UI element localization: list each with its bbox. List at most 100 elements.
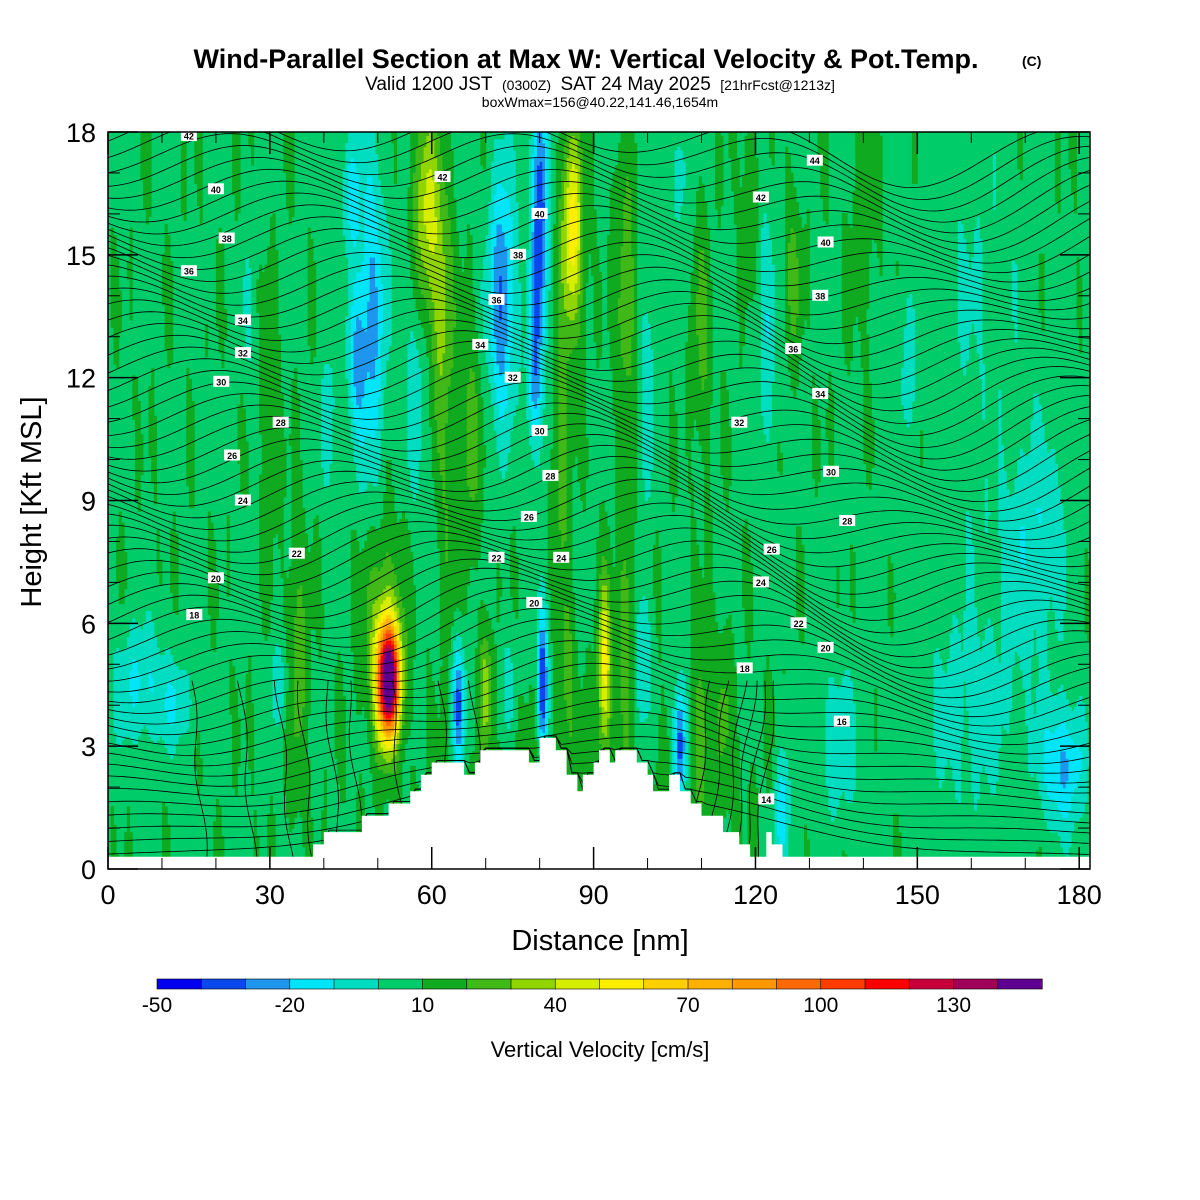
- theta-contour-line: [108, 723, 1090, 794]
- theta-contour-line: [108, 263, 1090, 330]
- theta-contour-layer: [108, 132, 1090, 857]
- x-axis-title: Distance [nm]: [511, 925, 688, 957]
- colorbar-swatch: [156, 978, 202, 990]
- colorbar-swatch: [908, 978, 955, 990]
- theta-contour-line: [108, 132, 1039, 189]
- theta-contour-line: [297, 680, 312, 857]
- theta-contour-line: [108, 132, 1090, 200]
- x-tick-label: 180: [1057, 880, 1102, 910]
- theta-contour-label: 30: [531, 424, 548, 436]
- theta-contour-line: [108, 549, 1090, 634]
- x-tick-label: 0: [100, 880, 115, 910]
- colorbar-swatch: [643, 978, 689, 990]
- theta-contour-label: 36: [785, 343, 802, 355]
- theta-contour-label: 22: [790, 617, 807, 629]
- theta-contour-line: [108, 423, 1090, 512]
- theta-contour-label: 38: [812, 289, 829, 301]
- colorbar-swatch: [997, 978, 1043, 990]
- colorbar-swatch: [510, 978, 556, 990]
- theta-contour-label: 30: [213, 375, 230, 387]
- subtitle-valid: Valid 1200 JST: [365, 74, 493, 95]
- subtitle-forecast: [21hrFcst@1213z]: [720, 77, 835, 93]
- theta-contour-label: 44: [806, 154, 823, 166]
- theta-contour-line: [108, 192, 1090, 264]
- theta-contour-line: [108, 444, 1090, 532]
- theta-contour-line: [108, 204, 1090, 274]
- x-tick-label: 60: [417, 880, 447, 910]
- y-tick-label: 18: [66, 118, 96, 148]
- theta-contour-line: [108, 286, 1090, 358]
- theta-contour-label: 24: [752, 576, 769, 588]
- subtitle-date: SAT 24 May 2025: [560, 74, 710, 95]
- theta-contour-line: [108, 540, 1090, 621]
- y-tick-label: 3: [81, 732, 96, 762]
- y-tick-label: 12: [66, 364, 96, 394]
- colorbar-swatch: [953, 978, 999, 990]
- x-tick-label: 90: [579, 880, 609, 910]
- theta-contour-label: 22: [288, 547, 305, 559]
- theta-contour-line: [108, 145, 1090, 223]
- colorbar: -50 -20 10 40 70 100 130: [142, 978, 1043, 1017]
- theta-contour-line: [108, 381, 1090, 471]
- theta-contour-label: 26: [763, 543, 780, 555]
- theta-contour-line: [108, 133, 1090, 212]
- theta-contour-line: [108, 180, 1090, 254]
- theta-contour-line: [108, 711, 1090, 784]
- theta-contour-label: 14: [758, 793, 775, 805]
- theta-contour-line: [108, 662, 1090, 746]
- theta-contour-label: 42: [434, 171, 451, 183]
- plot-area: 14 16 18 18 20 20 20 22 22 22 24 24 24 26 26 26 28 28 28 30…: [108, 132, 1090, 869]
- colorbar-swatch: [864, 978, 910, 990]
- theta-contour-line: [108, 640, 1090, 727]
- theta-contour-line: [108, 514, 1090, 595]
- colorbar-label: 10: [411, 994, 434, 1017]
- theta-contour-line: [108, 674, 1090, 755]
- theta-contour-line: [108, 392, 1090, 482]
- theta-contour-line: [108, 597, 1090, 689]
- theta-contour-line: [325, 680, 339, 857]
- theta-contour-line: [108, 330, 1090, 412]
- theta-contour-line: [108, 467, 1090, 550]
- theta-contour-label: 42: [752, 191, 769, 203]
- colorbar-label: 100: [803, 994, 838, 1017]
- y-tick-label: 6: [81, 609, 96, 639]
- colorbar-swatch: [687, 978, 733, 990]
- theta-contour-label: 28: [272, 416, 289, 428]
- colorbar-label: 40: [544, 994, 567, 1017]
- theta-contour-label: 26: [520, 510, 537, 522]
- theta-contour-line: [108, 240, 1090, 302]
- theta-contour-line: [108, 567, 1090, 658]
- colorbar-title: Vertical Velocity [cm/s]: [491, 1037, 710, 1062]
- theta-contour-label: 34: [472, 338, 489, 350]
- theta-contour-label: 32: [504, 371, 521, 383]
- x-tick-label: 150: [895, 880, 940, 910]
- colorbar-swatch: [289, 978, 335, 990]
- theta-contour-line: [108, 478, 1090, 558]
- theta-contour-line: [108, 629, 1090, 718]
- y-tick-label: 0: [81, 855, 96, 885]
- theta-contour-line: [108, 608, 1090, 699]
- theta-contour-line: [108, 340, 1090, 424]
- theta-contour-line: [108, 351, 1090, 437]
- theta-contour-label: 22: [488, 551, 505, 563]
- colorbar-swatch: [200, 978, 247, 990]
- theta-contour-label: 38: [218, 232, 235, 244]
- theta-contour-label: 20: [817, 641, 834, 653]
- y-tick-label: 15: [66, 241, 96, 271]
- colorbar-swatch: [731, 978, 778, 990]
- y-axis-title: Height [Kft MSL]: [16, 396, 48, 607]
- theta-contour-line: [108, 371, 1090, 460]
- theta-contour-line: [274, 680, 294, 857]
- theta-contour-line: [720, 680, 748, 857]
- colorbar-swatch: [554, 978, 601, 990]
- theta-label-layer: 14 16 18 18 20 20 20 22 22 22 24 24 24 26 26 26 28 28 28 30…: [180, 132, 856, 805]
- theta-contour-line: [757, 680, 775, 857]
- theta-contour-line: [237, 680, 258, 857]
- y-tick-label: 9: [81, 487, 96, 517]
- theta-contour-label: 28: [542, 469, 559, 481]
- theta-contour-label: 36: [488, 293, 505, 305]
- theta-contour-line: [108, 412, 1090, 503]
- theta-contour-label: 18: [186, 609, 203, 621]
